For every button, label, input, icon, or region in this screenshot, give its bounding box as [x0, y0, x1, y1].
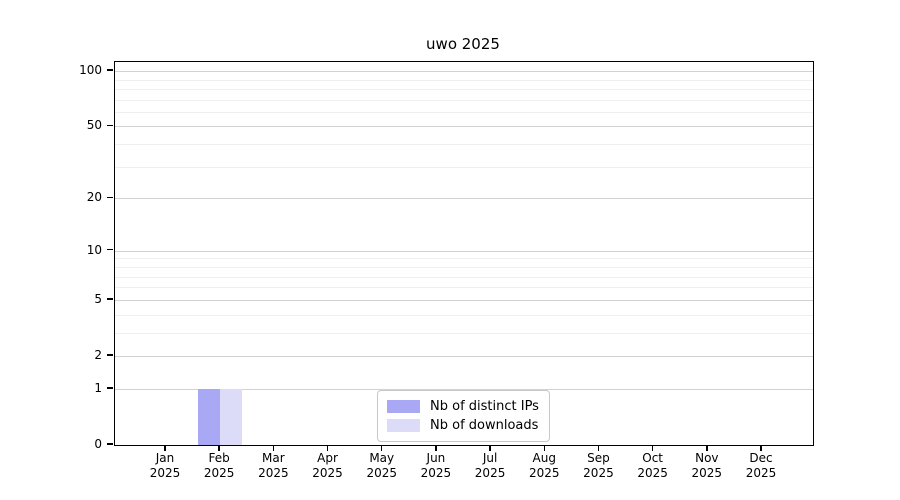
gridline-major — [115, 126, 813, 128]
x-tick-month: Sep — [587, 451, 610, 465]
gridline-minor — [115, 287, 813, 289]
x-tick-label: Jan 2025 — [133, 451, 197, 481]
x-tick-month: Aug — [532, 451, 556, 465]
gridline-minor — [115, 79, 813, 81]
x-tick-year: 2025 — [203, 466, 235, 480]
grid-layer — [115, 62, 813, 445]
x-tick-label: Jul 2025 — [458, 451, 522, 481]
x-tick-month: Apr — [317, 451, 338, 465]
x-tick — [597, 445, 600, 451]
gridline-minor — [115, 276, 813, 278]
x-tick-month: May — [369, 451, 395, 465]
y-tick — [107, 69, 113, 71]
y-tick — [107, 196, 113, 199]
legend-swatch-downloads — [387, 419, 420, 432]
x-tick — [435, 445, 437, 451]
bar-distinct-ips — [198, 388, 221, 445]
legend-item-distinct-ips: Nb of distinct IPs — [387, 397, 539, 416]
x-tick-year: 2025 — [149, 466, 181, 480]
x-tick-year: 2025 — [420, 466, 452, 480]
x-tick-label: Oct 2025 — [621, 451, 685, 481]
legend-label-downloads: Nb of downloads — [430, 418, 539, 433]
legend: Nb of distinct IPs Nb of downloads — [377, 390, 550, 442]
plot-area — [114, 61, 814, 446]
x-tick-month: Jul — [482, 451, 498, 465]
x-tick-month: Jun — [426, 451, 446, 465]
x-tick-year: 2025 — [745, 466, 777, 480]
x-tick — [218, 445, 220, 451]
x-tick-year: 2025 — [691, 466, 723, 480]
x-tick-year: 2025 — [528, 466, 560, 480]
x-tick-month: Oct — [642, 451, 663, 465]
gridline-major — [115, 198, 813, 200]
x-tick-year: 2025 — [258, 466, 289, 480]
x-tick-label: Apr 2025 — [296, 451, 360, 481]
legend-swatch-distinct-ips — [387, 400, 420, 413]
x-tick — [381, 445, 383, 451]
x-tick — [272, 445, 275, 451]
y-tick-label: 10 — [86, 242, 102, 257]
y-tick — [107, 354, 113, 356]
x-tick-year: 2025 — [366, 466, 397, 480]
x-tick-year: 2025 — [474, 466, 506, 480]
legend-item-downloads: Nb of downloads — [387, 416, 539, 435]
x-tick — [543, 445, 545, 451]
gridline-major — [115, 355, 813, 357]
gridline-minor — [115, 332, 813, 334]
gridline-minor — [115, 314, 813, 316]
x-tick — [164, 445, 166, 451]
gridline-minor — [115, 166, 813, 168]
x-tick-label: Dec 2025 — [729, 451, 793, 481]
x-tick — [326, 445, 329, 451]
gridline-minor — [115, 258, 813, 260]
x-tick-label: Sep 2025 — [566, 451, 630, 481]
x-tick-year: 2025 — [583, 466, 614, 480]
y-tick-label: 100 — [79, 63, 102, 78]
x-tick — [489, 445, 491, 451]
x-tick-label: Mar 2025 — [241, 451, 305, 481]
y-tick — [107, 124, 113, 127]
x-tick-year: 2025 — [312, 466, 343, 480]
x-tick — [651, 445, 654, 451]
gridline-minor — [115, 266, 813, 268]
gridline-minor — [115, 88, 813, 90]
gridline-major — [115, 299, 813, 301]
x-tick-month: Nov — [695, 451, 719, 465]
gridline-minor — [115, 111, 813, 113]
y-tick-label: 2 — [94, 347, 102, 362]
y-tick-label: 1 — [94, 380, 102, 395]
x-tick — [760, 445, 762, 451]
y-tick — [107, 443, 113, 445]
bar-downloads — [220, 388, 243, 445]
gridline-major — [115, 71, 813, 73]
gridline-major — [115, 250, 813, 252]
x-tick-month: Feb — [208, 451, 230, 465]
x-tick-label: Nov 2025 — [675, 451, 739, 481]
gridline-minor — [115, 99, 813, 101]
y-tick-label: 50 — [86, 118, 102, 133]
x-tick-label: Jun 2025 — [404, 451, 468, 481]
x-tick-year: 2025 — [637, 466, 668, 480]
y-tick — [107, 298, 113, 300]
x-tick-label: May 2025 — [350, 451, 414, 481]
x-tick-label: Feb 2025 — [187, 451, 251, 481]
y-tick-label: 5 — [94, 291, 102, 306]
y-tick-label: 0 — [94, 437, 102, 451]
y-tick-label: 20 — [86, 190, 102, 205]
x-tick-month: Dec — [749, 451, 773, 465]
x-tick-label: Aug 2025 — [512, 451, 576, 481]
chart-title: uwo 2025 — [426, 35, 500, 53]
gridline-major — [115, 388, 813, 390]
gridline-minor — [115, 144, 813, 146]
x-tick-month: Jan — [155, 451, 175, 465]
x-tick — [706, 445, 708, 451]
legend-label-distinct-ips: Nb of distinct IPs — [430, 399, 539, 414]
y-tick — [107, 387, 113, 389]
x-tick-month: Mar — [262, 451, 285, 465]
y-tick — [107, 249, 113, 251]
